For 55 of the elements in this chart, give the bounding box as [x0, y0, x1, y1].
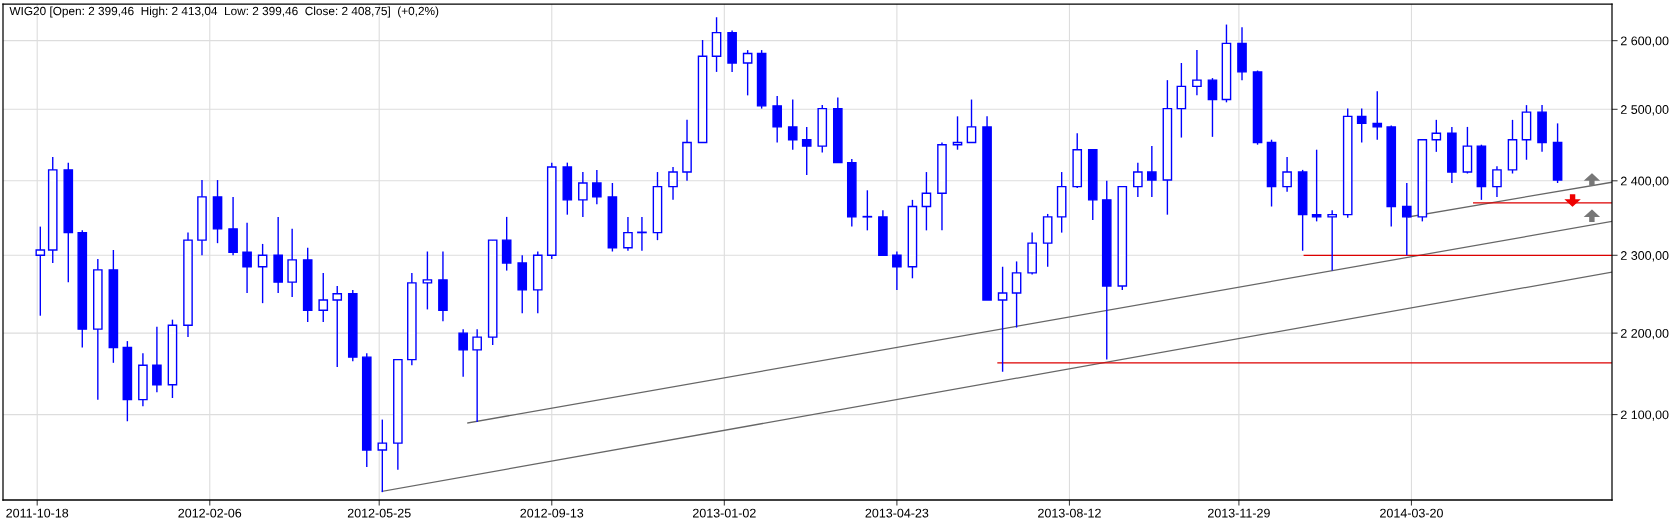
candlestick: [862, 189, 873, 232]
y-tick-label: 2 200,00: [1620, 328, 1669, 340]
candlestick: [668, 166, 678, 201]
candlestick: [318, 272, 329, 323]
candlestick: [1176, 62, 1187, 139]
x-tick-label: 2013-08-12: [1038, 508, 1101, 518]
candlestick: [1282, 156, 1292, 193]
candlestick: [242, 222, 252, 294]
candlestick: [711, 16, 722, 73]
candlestick: [472, 328, 482, 423]
candlestick: [623, 216, 633, 252]
candlestick: [578, 171, 588, 218]
candlestick: [801, 126, 812, 176]
candlestick: [35, 225, 46, 317]
candlestick: [1356, 107, 1367, 144]
candlestick: [422, 250, 433, 311]
x-tick-label: 2011-10-18: [6, 508, 69, 518]
y-tick-label: 2 600,00: [1620, 36, 1669, 47]
x-tick-label: 2013-11-29: [1208, 508, 1270, 518]
candlestick: [921, 171, 932, 232]
chart-title: WIG20 [Open: 2 399,46 High: 2 413,04 Low: 2 399,46 Close: 2 408,75] (+0,2%): [9, 6, 439, 18]
candlestick: [1207, 77, 1218, 138]
candlestick: [1192, 49, 1202, 97]
candlestick: [501, 216, 512, 272]
y-tick-label: 2 400,00: [1620, 176, 1669, 187]
candlestick: [966, 98, 977, 144]
x-tick-label: 2012-05-25: [347, 508, 411, 518]
candlestick: [742, 49, 753, 97]
candlestick: [592, 169, 602, 205]
candlestick: [458, 328, 468, 378]
candlestick: [772, 95, 783, 144]
x-tick-label: 2012-09-13: [520, 508, 584, 518]
candlestick: [1401, 182, 1412, 256]
x-tick-label: 2014-03-20: [1380, 508, 1443, 518]
candlestick: [1492, 165, 1502, 198]
candlestick: [1372, 90, 1383, 141]
candlestick: [1011, 260, 1022, 329]
candlestick: [287, 228, 297, 298]
x-tick-label: 2013-04-23: [865, 508, 929, 518]
candlestick: [1133, 161, 1143, 198]
candlestick: [332, 285, 343, 368]
y-tick-label: 2 500,00: [1620, 105, 1669, 116]
candlestick: [787, 98, 798, 151]
candlestick: [1327, 209, 1338, 272]
x-tick-label: 2012-02-06: [178, 508, 242, 518]
candlestick: [377, 418, 388, 493]
y-tick-label: 2 300,00: [1620, 251, 1669, 262]
candlestick: [228, 196, 238, 256]
candlestick: [1147, 145, 1157, 198]
y-tick-label: 2 100,00: [1620, 410, 1669, 421]
candlestick: [892, 250, 902, 291]
x-tick-label: 2013-01-02: [692, 508, 756, 518]
candlestick: [1311, 149, 1322, 223]
candlestick: [152, 326, 162, 393]
candlestick: [997, 266, 1008, 373]
